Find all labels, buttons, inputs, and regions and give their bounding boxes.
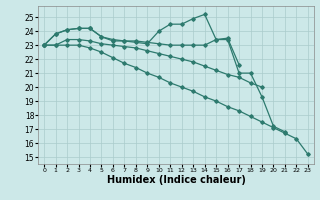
X-axis label: Humidex (Indice chaleur): Humidex (Indice chaleur) [107, 175, 245, 185]
